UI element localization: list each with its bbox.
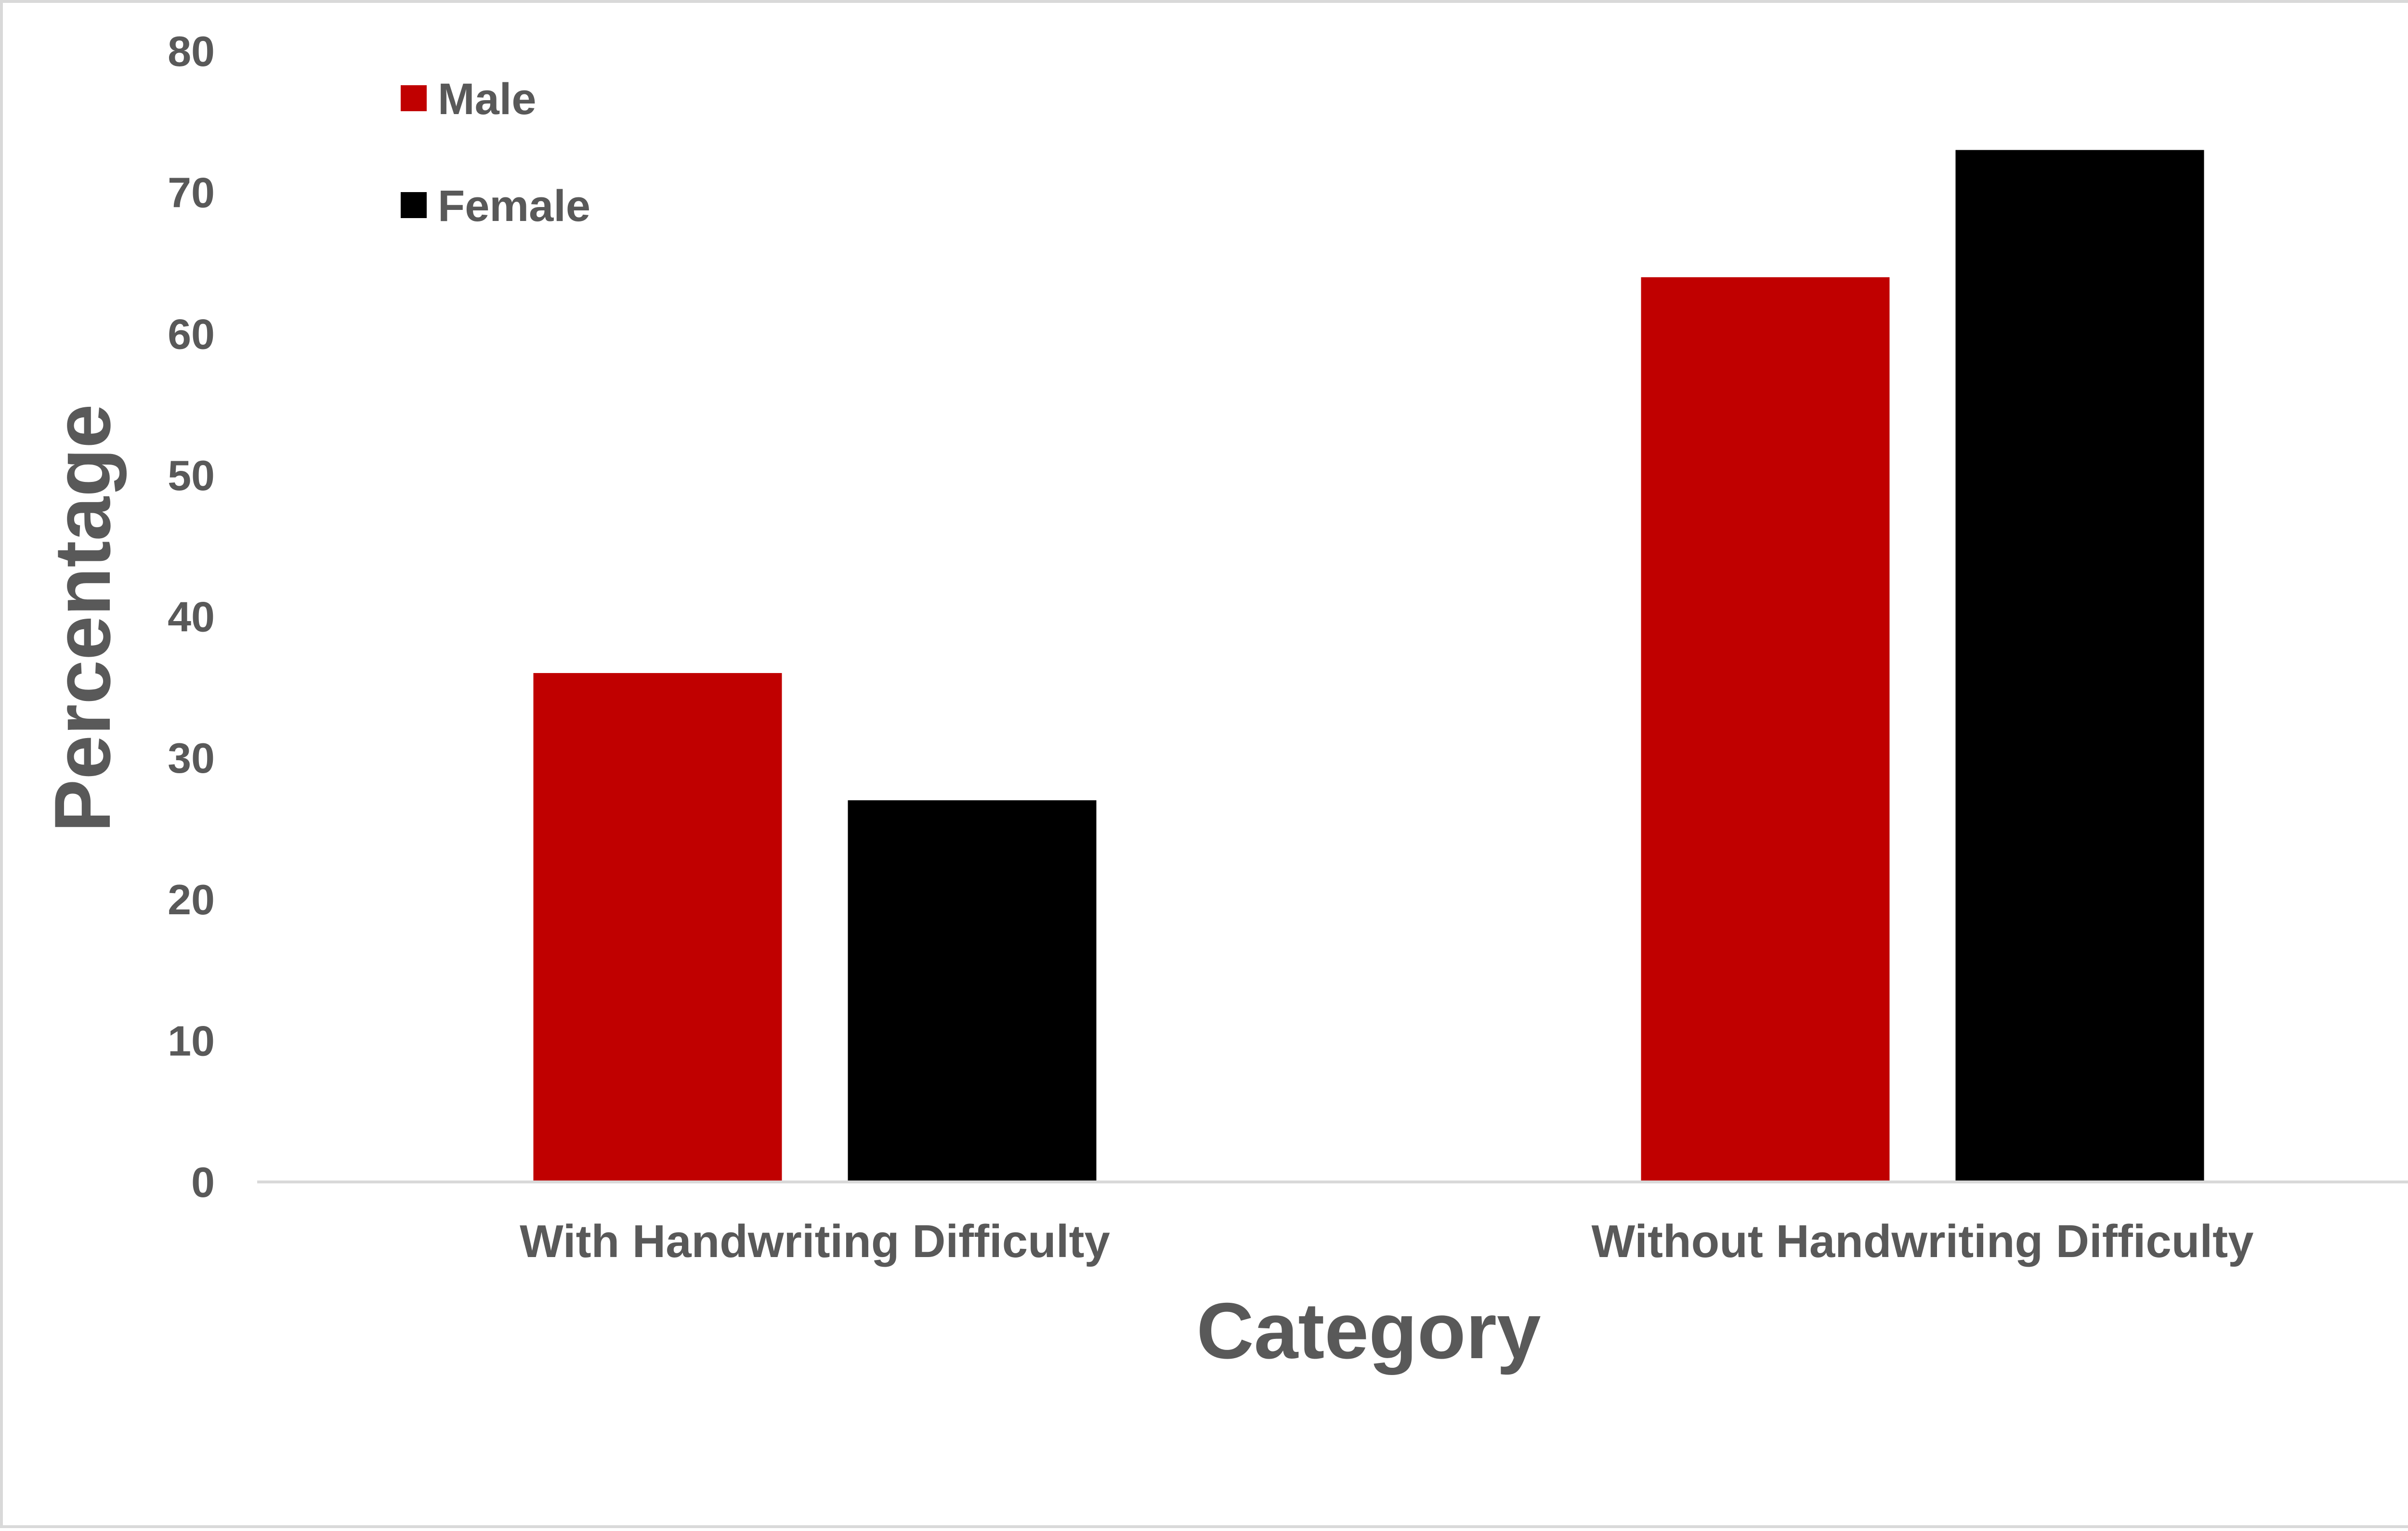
y-axis-ticks: 0 10 20 30 40 50 60 70 80: [168, 27, 215, 1206]
legend: Male Female: [401, 75, 590, 231]
bar-female-2: [1955, 150, 2204, 1182]
y-axis-title: Percentage: [38, 404, 127, 832]
y-tick-label: 30: [168, 734, 215, 782]
bar-male-2: [1641, 277, 1890, 1182]
legend-swatch-female: [401, 192, 427, 218]
bar-male-1: [533, 673, 782, 1182]
y-tick-label: 20: [168, 876, 215, 923]
legend-label-male: Male: [438, 75, 537, 124]
legend-label-female: Female: [438, 182, 590, 231]
x-category-label: Without Handwriting Difficulty: [1592, 1216, 2254, 1267]
y-tick-label: 40: [168, 593, 215, 641]
x-axis-title: Category: [1196, 1286, 1541, 1375]
y-tick-label: 50: [168, 452, 215, 499]
y-tick-label: 80: [168, 27, 215, 75]
legend-swatch-male: [401, 85, 427, 111]
y-tick-label: 60: [168, 310, 215, 358]
y-tick-label: 10: [168, 1017, 215, 1064]
y-tick-label: 70: [168, 169, 215, 217]
x-category-label: With Handwriting Difficulty: [520, 1216, 1110, 1267]
bars: [533, 150, 2204, 1182]
bar-female-1: [848, 800, 1097, 1182]
bar-chart: 0 10 20 30 40 50 60 70 80 With Handwriting Diffi…: [38, 27, 2408, 1375]
x-axis-categories: With Handwriting Difficulty Without Handw…: [520, 1216, 2253, 1267]
y-tick-label: 0: [191, 1158, 215, 1206]
